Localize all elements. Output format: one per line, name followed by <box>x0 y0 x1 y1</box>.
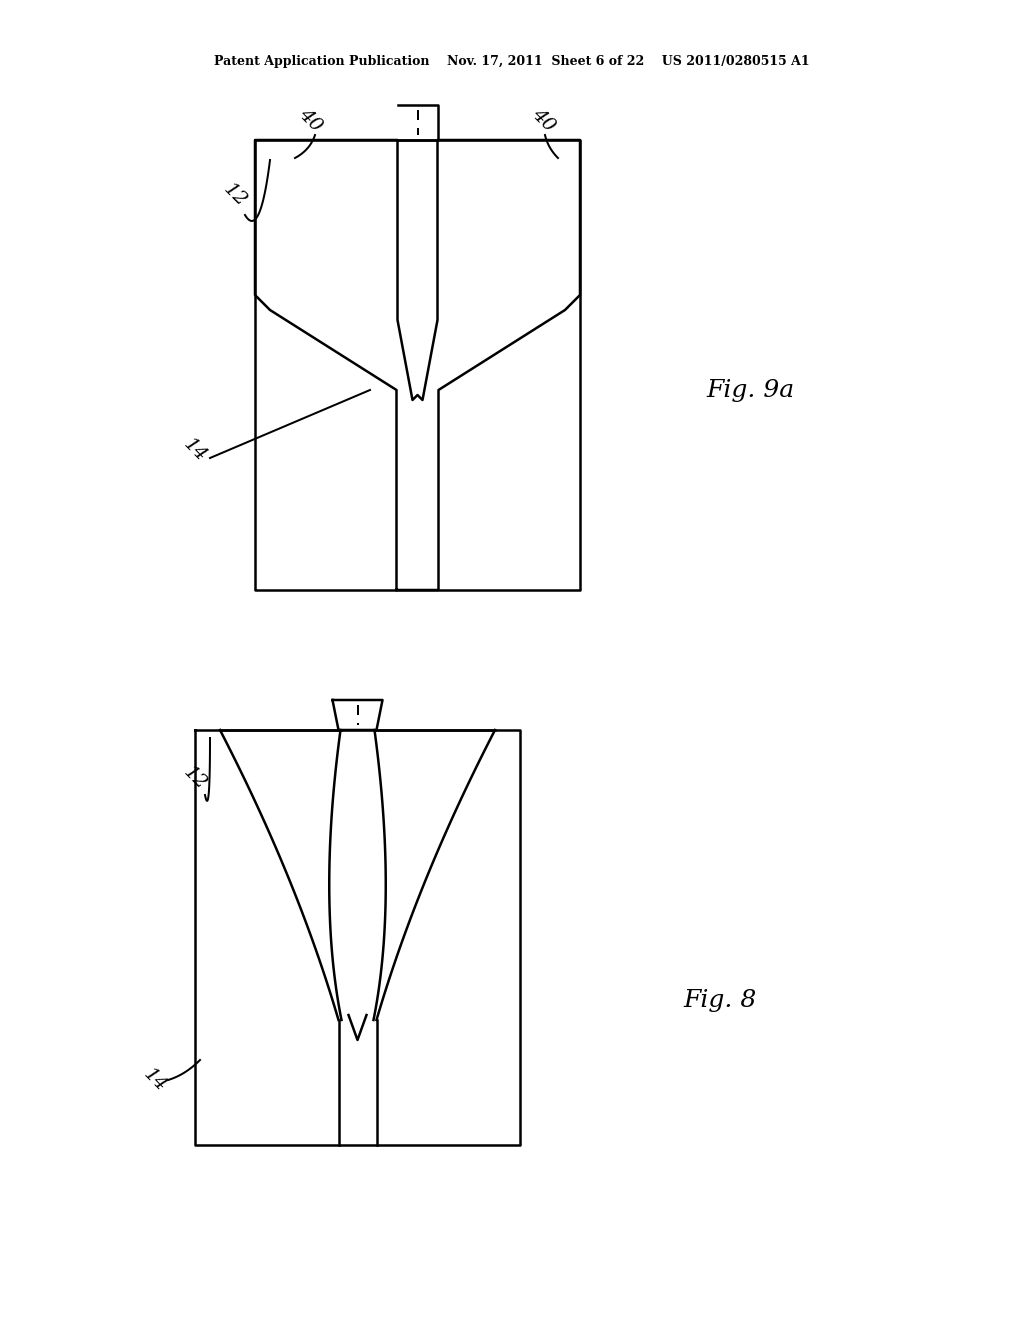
Text: 14: 14 <box>140 1065 170 1096</box>
Text: 40: 40 <box>528 104 558 135</box>
Text: Patent Application Publication    Nov. 17, 2011  Sheet 6 of 22    US 2011/028051: Patent Application Publication Nov. 17, … <box>214 55 810 69</box>
Text: 14: 14 <box>180 434 210 465</box>
Text: 12: 12 <box>180 763 210 793</box>
Text: Fig. 8: Fig. 8 <box>683 989 757 1011</box>
Text: Fig. 9a: Fig. 9a <box>706 379 794 401</box>
Text: 40: 40 <box>295 104 325 135</box>
Text: 12: 12 <box>220 180 250 210</box>
